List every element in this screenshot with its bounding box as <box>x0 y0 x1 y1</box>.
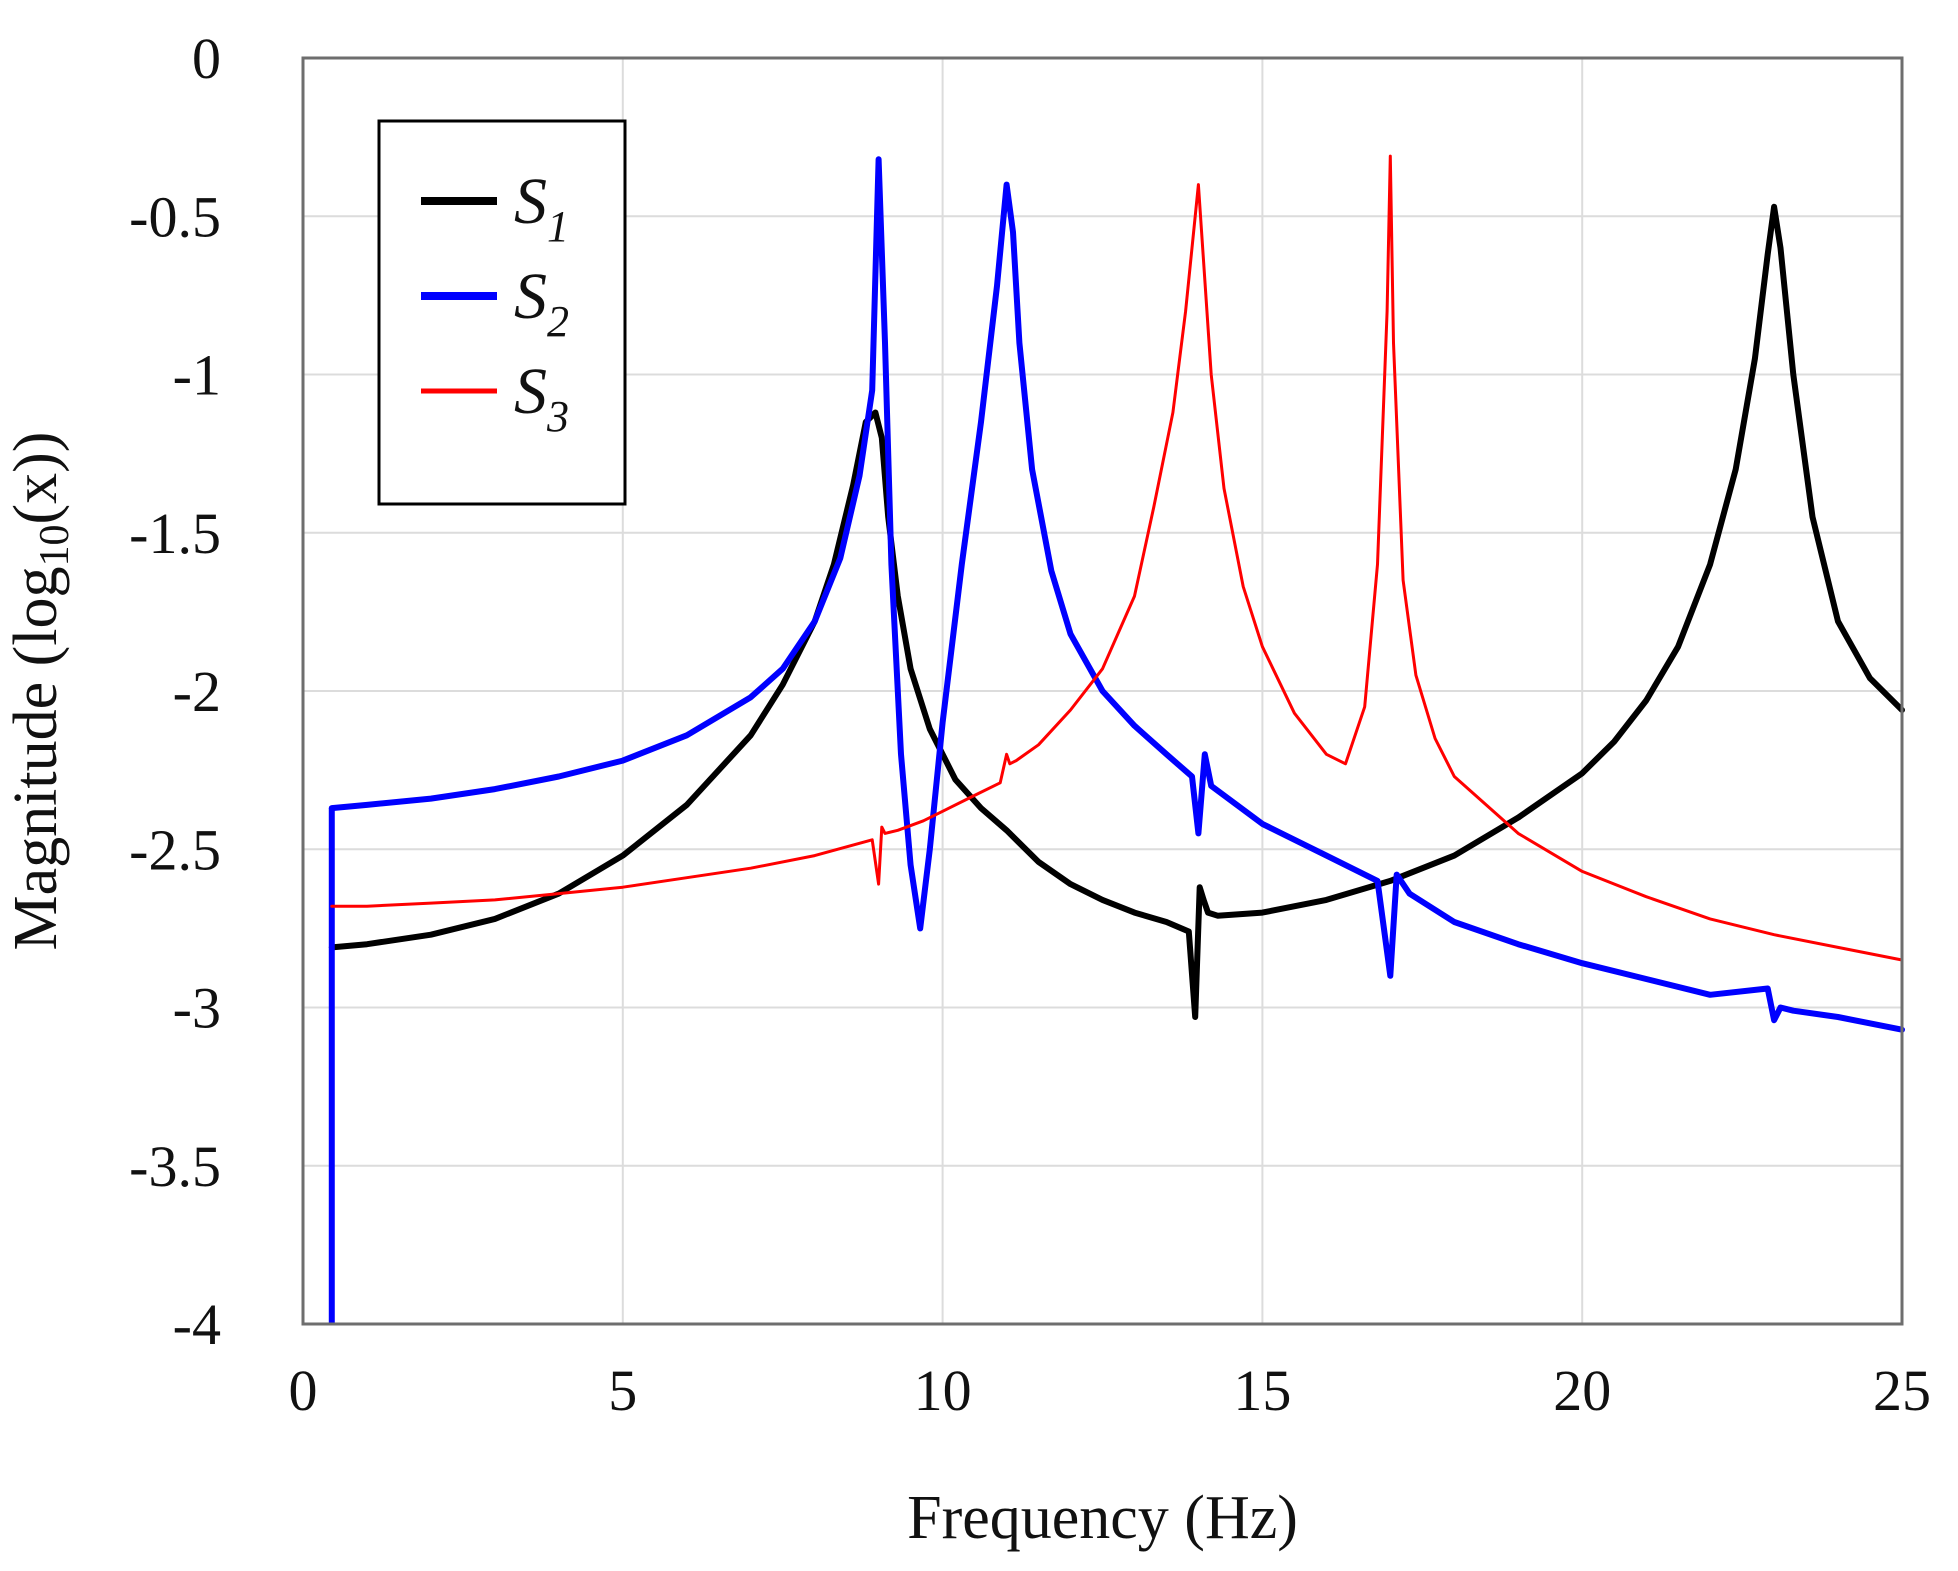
y-tick-label: -1.5 <box>129 501 221 566</box>
y-tick-label: -0.5 <box>129 184 221 249</box>
y-tick-label: 0 <box>192 26 221 91</box>
legend-label-name: S <box>514 165 547 238</box>
x-tick-label: 20 <box>1553 1358 1611 1423</box>
x-tick-label: 15 <box>1233 1358 1291 1423</box>
y-tick-label: -2.5 <box>129 817 221 882</box>
y-tick-label: -4 <box>173 1292 221 1357</box>
y-axis-title-subscript: 10 <box>32 524 78 566</box>
series-line-s2 <box>328 156 1905 1033</box>
legend-label-subscript: 1 <box>547 202 569 251</box>
y-axis-title-suffix: (x)) <box>2 432 70 525</box>
x-tick-label: 0 <box>289 1358 318 1423</box>
legend-box <box>377 119 627 506</box>
y-tick-label: -3.5 <box>129 1134 221 1199</box>
x-tick-label: 5 <box>608 1358 637 1423</box>
y-tick-label: -3 <box>173 976 221 1041</box>
y-tick-label: -2 <box>173 659 221 724</box>
series-line-s3 <box>330 154 1904 962</box>
legend-label-subscript: 2 <box>547 297 569 346</box>
legend-label-s1: S1 <box>514 165 569 251</box>
y-axis-title-prefix: Magnitude (log <box>2 566 70 950</box>
legend-label-name: S <box>514 260 547 333</box>
x-tick-label: 25 <box>1873 1358 1931 1423</box>
legend-label-s3: S3 <box>514 355 569 441</box>
legend-label-s2: S2 <box>514 260 569 346</box>
x-tick-label: 10 <box>914 1358 972 1423</box>
y-axis-title: Magnitude (log10(x)) <box>2 432 78 951</box>
y-tick-label: -1 <box>173 343 221 408</box>
x-axis-title: Frequency (Hz) <box>907 1484 1298 1552</box>
axes-layer: 0 5 10 15 20 25 0 -0.5 -1 -1.5 -2 -2.5 -3 -3.5 -4 Frequ… <box>2 26 1931 1552</box>
legend-label-name: S <box>514 355 547 428</box>
plot-frame <box>301 56 1904 1326</box>
legend-label-subscript: 3 <box>546 392 569 441</box>
series-layer <box>328 154 1905 1324</box>
